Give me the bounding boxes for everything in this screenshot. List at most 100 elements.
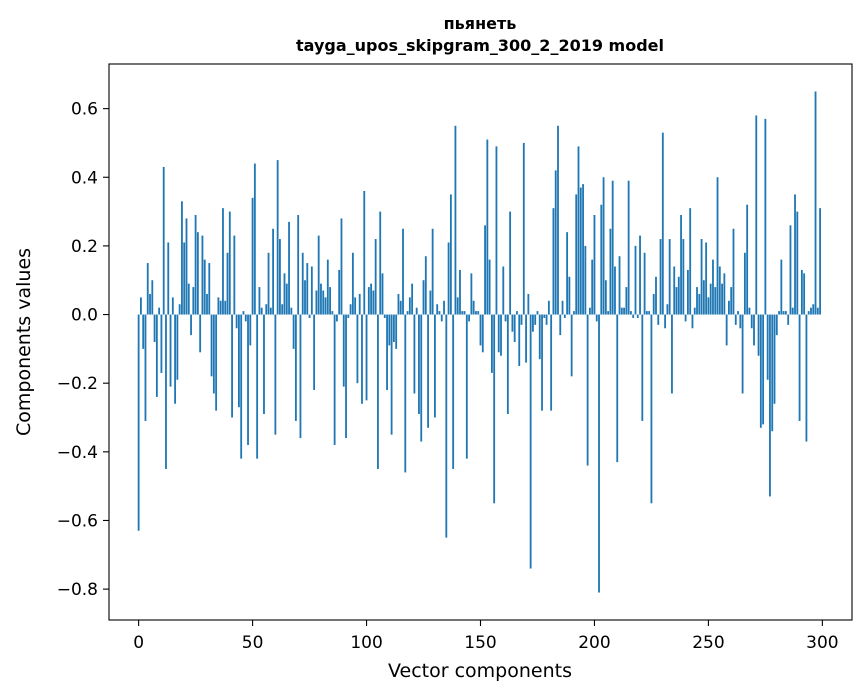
bar-230 <box>661 132 664 315</box>
x-tick-label-1: 50 <box>242 633 264 653</box>
x-axis: 0 50 100 150 200 250 300 <box>133 620 839 653</box>
bar-200 <box>593 215 596 315</box>
bar-11 <box>162 166 165 315</box>
bar-97 <box>358 293 361 315</box>
bar-224 <box>648 311 651 315</box>
bar-104 <box>374 239 377 315</box>
bar-296 <box>812 304 815 315</box>
bar-54 <box>260 307 263 315</box>
bar-235 <box>673 266 676 315</box>
bar-188 <box>566 232 569 315</box>
bar-281 <box>778 311 780 315</box>
x-axis-label: Vector components <box>388 660 572 682</box>
bar-30 <box>206 293 208 315</box>
bar-218 <box>634 245 637 315</box>
bar-199 <box>591 259 594 315</box>
bar-130 <box>434 314 436 418</box>
bar-215 <box>627 180 630 315</box>
bar-58 <box>269 307 272 315</box>
bar-216 <box>630 311 632 315</box>
bar-91 <box>345 314 347 439</box>
bar-164 <box>511 314 514 332</box>
bar-86 <box>333 314 336 445</box>
bar-69 <box>294 314 297 421</box>
bar-120 <box>411 283 414 315</box>
bar-178 <box>543 314 546 318</box>
bar-179 <box>545 314 548 325</box>
bar-163 <box>509 211 512 315</box>
bar-214 <box>625 287 628 315</box>
bar-167 <box>518 314 521 367</box>
bar-202 <box>598 314 600 593</box>
bar-263 <box>737 311 739 315</box>
bar-5 <box>149 293 151 315</box>
x-tick-label-6: 300 <box>806 633 838 653</box>
bar-90 <box>342 314 345 387</box>
bar-10 <box>160 314 163 373</box>
bar-171 <box>527 293 530 315</box>
bar-237 <box>677 276 680 315</box>
bar-174 <box>534 314 537 325</box>
bar-262 <box>734 314 737 325</box>
bar-35 <box>217 297 220 315</box>
bar-298 <box>816 307 819 315</box>
y-tick-label-3: −0.2 <box>57 374 98 394</box>
bar-143 <box>463 311 466 315</box>
bar-18 <box>178 304 181 315</box>
bar-61 <box>276 160 279 315</box>
bar-255 <box>718 266 721 315</box>
bar-227 <box>655 276 657 315</box>
bar-249 <box>705 242 708 315</box>
bar-36 <box>219 300 222 315</box>
bar-272 <box>757 314 760 356</box>
bars <box>137 91 821 593</box>
bar-119 <box>408 297 411 315</box>
bar-196 <box>584 245 587 315</box>
bar-109 <box>386 314 388 391</box>
bar-160 <box>502 266 505 315</box>
bar-182 <box>552 208 555 315</box>
bar-156 <box>493 314 496 504</box>
bar-100 <box>365 314 368 401</box>
bar-212 <box>620 307 623 315</box>
bar-57 <box>267 252 270 315</box>
bar-254 <box>716 177 719 315</box>
bar-280 <box>775 314 778 336</box>
bar-175 <box>536 311 539 315</box>
bar-132 <box>438 311 441 315</box>
bar-150 <box>479 314 482 346</box>
bar-153 <box>486 139 489 315</box>
bar-99 <box>363 190 366 315</box>
bar-284 <box>784 311 787 315</box>
bar-158 <box>497 314 500 353</box>
bar-176 <box>538 314 541 360</box>
bar-127 <box>427 314 429 428</box>
bar-155 <box>490 314 493 373</box>
bar-112 <box>392 314 395 342</box>
bar-21 <box>185 218 188 315</box>
bar-76 <box>310 266 313 315</box>
y-tick-label-0: −0.8 <box>57 580 98 600</box>
bar-133 <box>440 314 443 322</box>
bar-47 <box>244 314 247 322</box>
bar-15 <box>171 297 174 315</box>
bar-287 <box>791 307 794 315</box>
bar-79 <box>317 235 320 315</box>
bar-184 <box>557 125 559 315</box>
bar-154 <box>488 259 491 315</box>
chart-title: пьянеть <box>444 14 517 33</box>
bar-106 <box>379 211 382 315</box>
bar-274 <box>762 314 765 425</box>
bar-101 <box>367 287 370 315</box>
bar-289 <box>796 211 799 315</box>
bar-276 <box>766 314 769 380</box>
bar-43 <box>235 314 238 329</box>
bar-294 <box>807 311 810 315</box>
bar-165 <box>513 314 516 342</box>
bar-245 <box>696 287 698 315</box>
bar-181 <box>550 314 553 411</box>
bar-286 <box>789 225 792 315</box>
bar-33 <box>212 314 215 394</box>
bar-116 <box>402 228 404 315</box>
bar-117 <box>404 314 407 473</box>
